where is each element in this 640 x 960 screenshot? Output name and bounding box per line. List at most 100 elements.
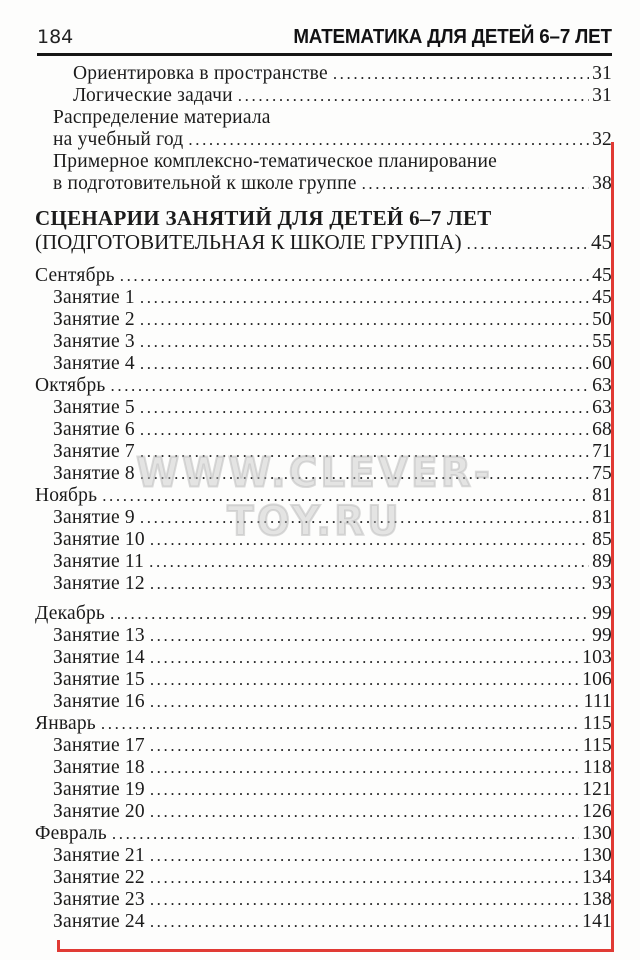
dot-leader <box>150 757 580 779</box>
toc-row: Занятие 23 138 <box>35 889 612 911</box>
dot-leader <box>140 419 589 441</box>
toc-row: Занятие 10 85 <box>35 529 612 551</box>
toc-page-number: 93 <box>592 573 612 594</box>
toc-row: на учебный год 32 <box>35 129 612 151</box>
toc-label: Ноябрь <box>35 485 98 506</box>
toc-page-number: 130 <box>582 845 612 866</box>
toc-label: Занятие 1 <box>53 287 135 308</box>
dot-leader <box>112 823 579 845</box>
page-number: 184 <box>37 26 74 48</box>
toc-row: Занятие 1 45 <box>35 287 612 309</box>
toc-page-number: 121 <box>582 779 612 800</box>
dot-leader <box>101 713 580 735</box>
toc-label: Октябрь <box>35 375 106 396</box>
toc-row: Занятие 18 118 <box>35 757 612 779</box>
dot-leader <box>150 647 579 669</box>
dot-leader <box>102 485 589 507</box>
toc-label: Занятие 17 <box>53 735 145 756</box>
dot-leader <box>150 735 580 757</box>
dot-leader <box>111 375 590 397</box>
dot-leader <box>150 779 579 801</box>
toc-row: Занятие 4 60 <box>35 353 612 375</box>
toc-page-number: 99 <box>592 603 612 624</box>
toc-row: Занятие 5 63 <box>35 397 612 419</box>
dot-leader <box>140 287 589 309</box>
toc-row: Занятие 6 68 <box>35 419 612 441</box>
dot-leader <box>150 573 589 595</box>
dot-leader <box>238 85 589 107</box>
toc-row: Занятие 2 50 <box>35 309 612 331</box>
table-of-contents: Ориентировка в пространстве31Логические … <box>35 63 612 933</box>
dot-leader <box>150 529 589 551</box>
toc-page-number: 68 <box>592 419 612 440</box>
toc-label: Занятие 2 <box>53 309 135 330</box>
toc-row: Занятие 20 126 <box>35 801 612 823</box>
toc-page-number: 141 <box>582 911 612 932</box>
toc-intro-list: Ориентировка в пространстве31Логические … <box>35 63 612 195</box>
dot-leader <box>149 551 589 573</box>
red-crop-line-bottom <box>57 949 614 952</box>
toc-label: Занятие 8 <box>53 463 135 484</box>
toc-row: Занятие 19 121 <box>35 779 612 801</box>
toc-label: Ориентировка в пространстве <box>73 63 328 84</box>
toc-row: Занятие 14 103 <box>35 647 612 669</box>
toc-row: Занятие 17 115 <box>35 735 612 757</box>
toc-row: Занятие 9 81 <box>35 507 612 529</box>
dot-leader <box>362 173 590 195</box>
toc-row: Логические задачи 31 <box>35 85 612 107</box>
toc-entries-list: Сентябрь45Занятие 145Занятие 250Занятие … <box>35 265 612 933</box>
section-heading: СЦЕНАРИИ ЗАНЯТИЙ ДЛЯ ДЕТЕЙ 6–7 ЛЕТ (ПОДГ… <box>35 207 612 256</box>
toc-page-number: 50 <box>592 309 612 330</box>
toc-page-number: 115 <box>582 713 612 734</box>
dot-leader <box>140 463 589 485</box>
dot-leader <box>140 441 589 463</box>
toc-label: Примерное комплексно-тематическое планир… <box>53 151 497 172</box>
toc-row: Октябрь 63 <box>35 375 612 397</box>
toc-page-number: 45 <box>592 265 612 286</box>
toc-page-number: 89 <box>592 551 612 572</box>
toc-label: Занятие 22 <box>53 867 145 888</box>
dot-leader <box>150 911 579 933</box>
dot-leader <box>150 867 579 889</box>
dot-leader <box>188 129 589 151</box>
toc-label: Занятие 3 <box>53 331 135 352</box>
toc-page-number: 81 <box>592 507 612 528</box>
dot-leader <box>150 801 579 823</box>
toc-label: Занятие 6 <box>53 419 135 440</box>
toc-label: Занятие 19 <box>53 779 145 800</box>
toc-label: Занятие 4 <box>53 353 135 374</box>
dot-leader <box>150 691 581 713</box>
toc-page-number: 75 <box>592 463 612 484</box>
red-crop-line-right <box>611 142 614 952</box>
dot-leader <box>110 603 589 625</box>
toc-label: Занятие 15 <box>53 669 145 690</box>
toc-row: Занятие 15 106 <box>35 669 612 691</box>
dot-leader <box>150 845 579 867</box>
dot-leader <box>140 507 589 529</box>
toc-page-number: 55 <box>592 331 612 352</box>
dot-leader <box>140 397 589 419</box>
toc-label: Занятие 24 <box>53 911 145 932</box>
toc-page-number: 81 <box>592 485 612 506</box>
dot-leader <box>150 625 589 647</box>
toc-page-number: 63 <box>592 397 612 418</box>
dot-leader <box>140 331 589 353</box>
toc-label: Январь <box>35 713 96 734</box>
toc-page-number: 118 <box>582 757 612 778</box>
toc-page-number: 115 <box>582 735 612 756</box>
toc-row: Занятие 8 75 <box>35 463 612 485</box>
toc-row: Занятие 13 99 <box>35 625 612 647</box>
dot-leader <box>150 669 579 691</box>
toc-page-number: 138 <box>582 889 612 910</box>
toc-row: Распределение материала <box>35 107 612 129</box>
toc-row: Занятие 21 130 <box>35 845 612 867</box>
toc-row: Занятие 12 93 <box>35 573 612 595</box>
toc-row: Примерное комплексно-тематическое планир… <box>35 151 612 173</box>
toc-page-number: 32 <box>592 129 612 150</box>
section-heading-line2-row: (ПОДГОТОВИТЕЛЬНАЯ К ШКОЛЕ ГРУППА) 45 <box>35 230 612 256</box>
toc-row: Январь 115 <box>35 713 612 735</box>
toc-row: Декабрь 99 <box>35 603 612 625</box>
toc-row: Ориентировка в пространстве 31 <box>35 63 612 85</box>
toc-label: Занятие 13 <box>53 625 145 646</box>
dot-leader <box>150 889 579 911</box>
